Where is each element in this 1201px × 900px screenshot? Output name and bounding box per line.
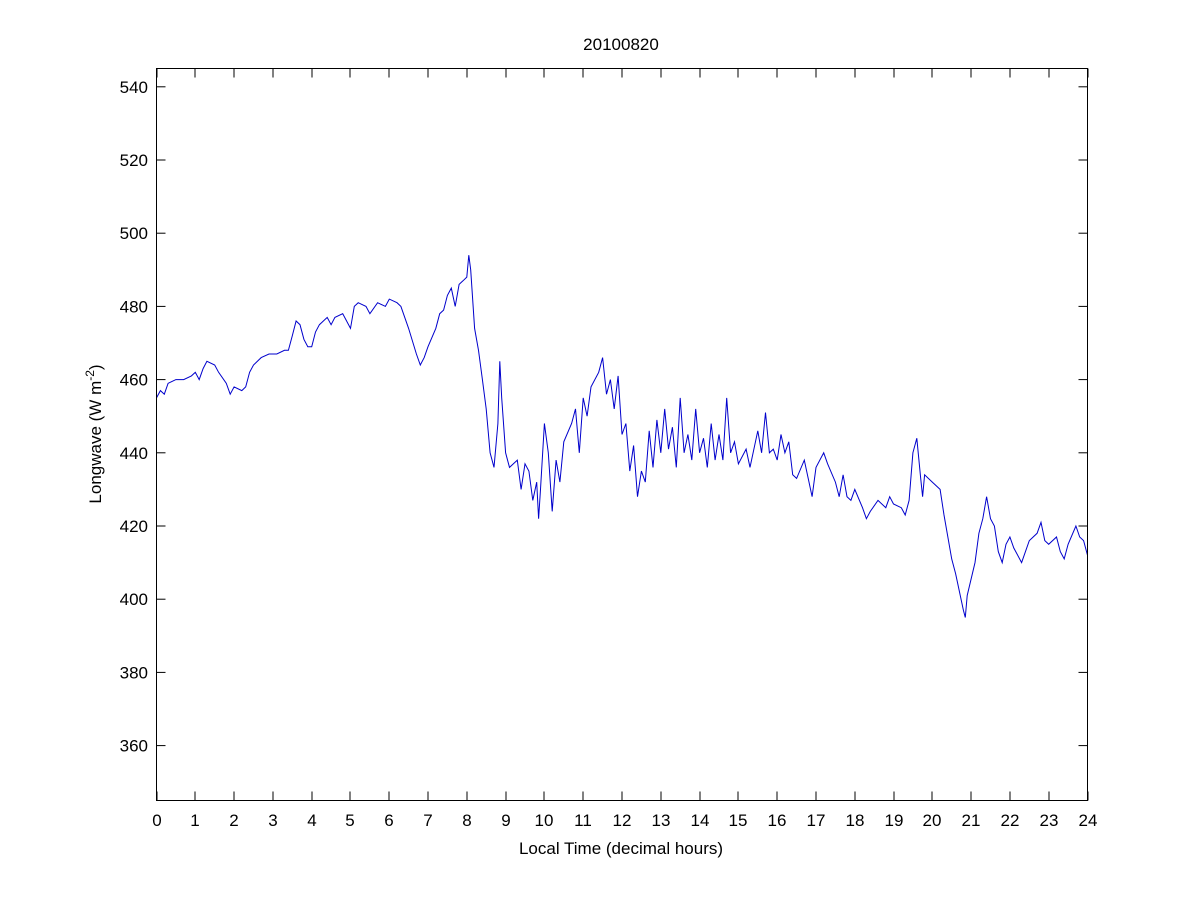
y-axis-label: Longwave (W m-2) bbox=[83, 364, 105, 503]
chart-title: 20100820 bbox=[583, 35, 659, 54]
y-axis-label-superscript: -2 bbox=[83, 370, 97, 381]
x-tick-label: 4 bbox=[307, 811, 316, 830]
x-tick-label: 22 bbox=[1001, 811, 1020, 830]
x-tick-label: 16 bbox=[768, 811, 787, 830]
y-axis-label-close: ) bbox=[86, 364, 105, 370]
y-tick-label: 500 bbox=[120, 224, 148, 243]
y-tick-label: 380 bbox=[120, 663, 148, 682]
y-tick-label: 480 bbox=[120, 297, 148, 316]
x-tick-label: 2 bbox=[229, 811, 238, 830]
x-tick-label: 6 bbox=[384, 811, 393, 830]
y-tick-label: 440 bbox=[120, 444, 148, 463]
series-line-longwave bbox=[156, 255, 1088, 618]
x-tick-label: 7 bbox=[423, 811, 432, 830]
plot-area-frame bbox=[156, 68, 1088, 801]
y-tick-label: 420 bbox=[120, 517, 148, 536]
x-tick-label: 12 bbox=[613, 811, 632, 830]
x-tick-label: 10 bbox=[535, 811, 554, 830]
x-tick-label: 14 bbox=[691, 811, 710, 830]
y-tick-label: 460 bbox=[120, 371, 148, 390]
x-tick-label: 5 bbox=[345, 811, 354, 830]
x-tick-label: 19 bbox=[885, 811, 904, 830]
x-tick-label: 21 bbox=[962, 811, 981, 830]
x-tick-label: 20 bbox=[923, 811, 942, 830]
y-tick-label: 540 bbox=[120, 78, 148, 97]
x-tick-label: 15 bbox=[729, 811, 748, 830]
x-tick-label: 18 bbox=[846, 811, 865, 830]
x-tick-label: 0 bbox=[152, 811, 161, 830]
x-tick-label: 9 bbox=[501, 811, 510, 830]
x-tick-label: 24 bbox=[1079, 811, 1098, 830]
x-tick-label: 3 bbox=[268, 811, 277, 830]
y-tick-label: 520 bbox=[120, 151, 148, 170]
axis-ticks bbox=[156, 68, 1089, 801]
y-tick-label: 360 bbox=[120, 737, 148, 756]
y-tick-labels: 360 380 400 420 440 460 480 500 520 540 bbox=[120, 78, 148, 756]
x-tick-label: 17 bbox=[807, 811, 826, 830]
y-axis-label-main: Longwave (W m bbox=[86, 381, 105, 504]
x-tick-label: 1 bbox=[190, 811, 199, 830]
y-tick-label: 400 bbox=[120, 590, 148, 609]
x-tick-label: 13 bbox=[652, 811, 671, 830]
x-tick-label: 8 bbox=[462, 811, 471, 830]
x-tick-label: 11 bbox=[574, 811, 592, 830]
x-tick-label: 23 bbox=[1040, 811, 1059, 830]
x-tick-labels: 0 1 2 3 4 5 6 7 8 9 10 11 12 13 14 15 16 17 18 19 20 21 22 23 24 bbox=[152, 811, 1097, 830]
x-axis-label: Local Time (decimal hours) bbox=[519, 839, 723, 858]
